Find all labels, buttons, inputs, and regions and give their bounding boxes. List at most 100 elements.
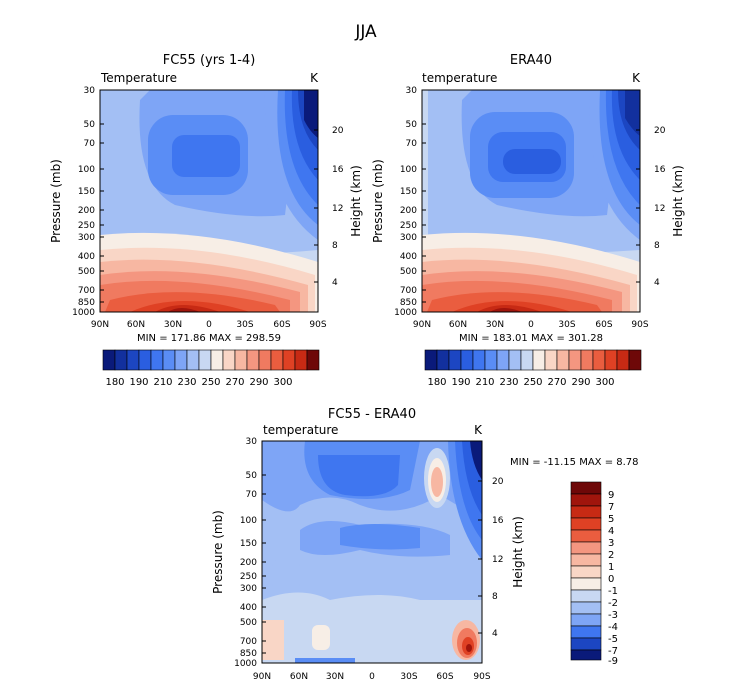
x-tick-label: 0 [369, 672, 375, 682]
colorbar-label: -5 [608, 634, 618, 645]
panel-diff-yticks-right: 20 16 12 8 4 [478, 477, 504, 639]
colorbar-label: 290 [249, 377, 268, 388]
panel-era40-units: K [632, 71, 641, 85]
y-tick-label: 500 [400, 267, 417, 277]
y-tick-label: 850 [240, 649, 257, 659]
y-tick-label: 200 [240, 558, 257, 568]
panel-fc55-units: K [310, 71, 319, 85]
height-tick-label: 20 [654, 126, 666, 136]
x-tick-label: 90S [473, 672, 490, 682]
panel-fc55: FC55 (yrs 1-4) Temperature K [49, 53, 363, 388]
colorbar-label: -2 [608, 598, 618, 609]
x-tick-label: 60N [127, 320, 145, 330]
height-tick-label: 16 [492, 516, 504, 526]
x-tick-label: 0 [528, 320, 534, 330]
y-tick-label: 850 [400, 298, 417, 308]
x-tick-label: 30N [326, 672, 344, 682]
y-tick-label: 250 [240, 572, 257, 582]
colorbar-label: 300 [273, 377, 292, 388]
panel-diff-contours [262, 441, 482, 663]
y-tick-label: 200 [78, 206, 95, 216]
panel-era40-stats: MIN = 183.01 MAX = 301.28 [459, 333, 603, 344]
y-tick-label: 850 [78, 298, 95, 308]
colorbar-label: 5 [608, 514, 614, 525]
colorbar-label: 230 [499, 377, 518, 388]
colorbar-label: -7 [608, 646, 618, 657]
x-tick-label: 30S [400, 672, 417, 682]
panel-diff-stats: MIN = -11.15 MAX = 8.78 [510, 457, 639, 468]
colorbar-label: 250 [523, 377, 542, 388]
y-tick-label: 400 [78, 252, 95, 262]
x-tick-label: 90S [309, 320, 326, 330]
panel-era40-colorbar [424, 349, 642, 371]
panel-era40-subtitle: temperature [422, 71, 497, 85]
y-tick-label: 500 [78, 267, 95, 277]
panel-fc55-ylabel: Pressure (mb) [49, 159, 63, 243]
colorbar-label: 1 [608, 562, 614, 573]
height-tick-label: 8 [332, 241, 338, 251]
y-tick-label: 500 [240, 618, 257, 628]
height-tick-label: 20 [492, 477, 504, 487]
y-tick-label: 150 [400, 187, 417, 197]
x-tick-label: 90N [253, 672, 271, 682]
y-tick-label: 50 [84, 120, 96, 130]
height-tick-label: 4 [492, 629, 498, 639]
colorbar-label: 2 [608, 550, 614, 561]
height-tick-label: 20 [332, 126, 344, 136]
y-tick-label: 1000 [234, 659, 257, 669]
panel-fc55-colorbar [102, 349, 320, 371]
x-tick-label: 60N [290, 672, 308, 682]
colorbar-label: -4 [608, 622, 618, 633]
panel-era40-yticks: 30 50 70 100 150 200 250 300 400 500 700… [394, 86, 426, 318]
y-tick-label: 400 [400, 252, 417, 262]
y-tick-label: 300 [240, 584, 257, 594]
panel-era40-ylabel: Pressure (mb) [371, 159, 385, 243]
y-tick-label: 70 [246, 490, 258, 500]
colorbar-label: 210 [153, 377, 172, 388]
y-tick-label: 100 [240, 516, 257, 526]
y-tick-label: 250 [78, 221, 95, 231]
colorbar-label: 300 [595, 377, 614, 388]
panel-fc55-stats: MIN = 171.86 MAX = 298.59 [137, 333, 281, 344]
height-tick-label: 16 [332, 165, 344, 175]
x-tick-label: 60S [273, 320, 290, 330]
x-tick-label: 30S [558, 320, 575, 330]
x-tick-label: 0 [206, 320, 212, 330]
x-tick-label: 30N [486, 320, 504, 330]
height-tick-label: 4 [332, 278, 338, 288]
y-tick-label: 150 [78, 187, 95, 197]
height-tick-label: 12 [332, 204, 343, 214]
panel-fc55-xticks: 90N 60N 30N 0 30S 60S 90S [91, 320, 327, 330]
colorbar-label: 9 [608, 490, 614, 501]
panel-diff-xticks: 90N 60N 30N 0 30S 60S 90S [253, 672, 491, 682]
panel-era40-title: ERA40 [510, 53, 552, 68]
y-tick-label: 300 [78, 233, 95, 243]
height-tick-label: 16 [654, 165, 666, 175]
colorbar-label: 4 [608, 526, 614, 537]
y-tick-label: 30 [84, 86, 96, 96]
colorbar-label: 270 [225, 377, 244, 388]
y-tick-label: 100 [78, 165, 95, 175]
panel-era40-xticks: 90N 60N 30N 0 30S 60S 90S [413, 320, 649, 330]
colorbar-label: -3 [608, 610, 618, 621]
panel-fc55-yticks-right: 20 16 12 8 4 [314, 126, 344, 288]
panel-fc55-contours [100, 90, 318, 312]
panel-diff: FC55 - ERA40 temperature K [211, 407, 639, 682]
x-tick-label: 60S [436, 672, 453, 682]
y-tick-label: 700 [240, 637, 257, 647]
y-tick-label: 30 [406, 86, 418, 96]
x-tick-label: 30N [164, 320, 182, 330]
height-tick-label: 12 [492, 555, 503, 565]
y-tick-label: 250 [400, 221, 417, 231]
height-tick-label: 12 [654, 204, 665, 214]
panel-fc55-ylabel-right: Height (km) [349, 165, 363, 236]
y-tick-label: 50 [246, 471, 258, 481]
y-tick-label: 50 [406, 120, 418, 130]
colorbar-label: -1 [608, 586, 618, 597]
height-tick-label: 8 [492, 592, 498, 602]
x-tick-label: 30S [236, 320, 253, 330]
panel-diff-colorbar [570, 481, 602, 661]
page-title: JJA [354, 22, 377, 42]
panel-era40-ylabel-right: Height (km) [671, 165, 685, 236]
x-tick-label: 60N [449, 320, 467, 330]
